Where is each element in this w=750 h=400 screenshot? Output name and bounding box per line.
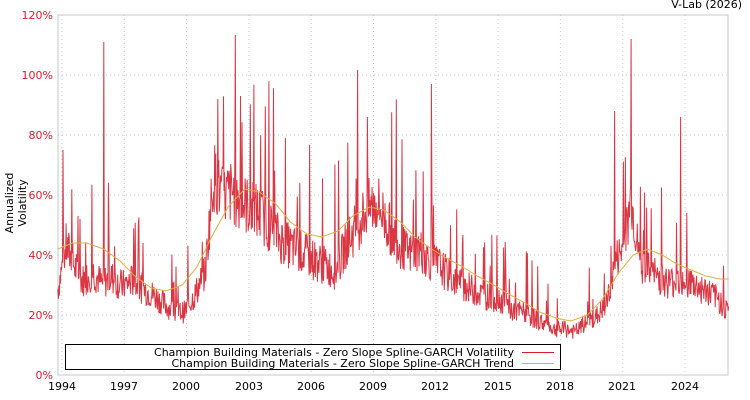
x-tick: 1994 — [48, 380, 76, 393]
legend-item-trend: Champion Building Materials - Zero Slope… — [171, 356, 554, 370]
x-tick: 2024 — [671, 380, 699, 393]
y-tick: 60% — [28, 189, 53, 202]
y-axis-title: Annualized Volatility — [3, 172, 29, 234]
y-tick: 100% — [21, 69, 53, 82]
grid-lines — [58, 15, 728, 375]
chart-legend: Champion Building Materials - Zero Slope… — [65, 344, 561, 370]
volatility-series — [57, 34, 730, 339]
x-tick: 2021 — [608, 380, 636, 393]
y-tick: 40% — [28, 249, 53, 262]
trend-series — [57, 188, 729, 322]
y-tick: 80% — [28, 129, 53, 142]
legend-item-volatility: Champion Building Materials - Zero Slope… — [154, 345, 554, 359]
x-tick: 1997 — [110, 380, 138, 393]
legend-label: Champion Building Materials - Zero Slope… — [154, 345, 514, 359]
x-tick: 2012 — [421, 380, 449, 393]
credit-label: V-Lab (2026) — [671, 0, 742, 11]
y-tick: 20% — [28, 309, 53, 322]
legend-label: Champion Building Materials - Zero Slope… — [171, 356, 514, 370]
x-tick: 2009 — [359, 380, 387, 393]
x-tick: 2006 — [297, 380, 325, 393]
plot-frame — [57, 14, 729, 376]
y-tick: 0% — [35, 369, 53, 382]
x-tick: 2018 — [546, 380, 574, 393]
y-tick: 120% — [21, 9, 53, 22]
x-tick: 2015 — [484, 380, 512, 393]
x-tick: 2003 — [235, 380, 263, 393]
legend-swatch-red — [522, 351, 554, 353]
x-tick: 2000 — [172, 380, 200, 393]
legend-swatch-gold — [522, 362, 554, 364]
